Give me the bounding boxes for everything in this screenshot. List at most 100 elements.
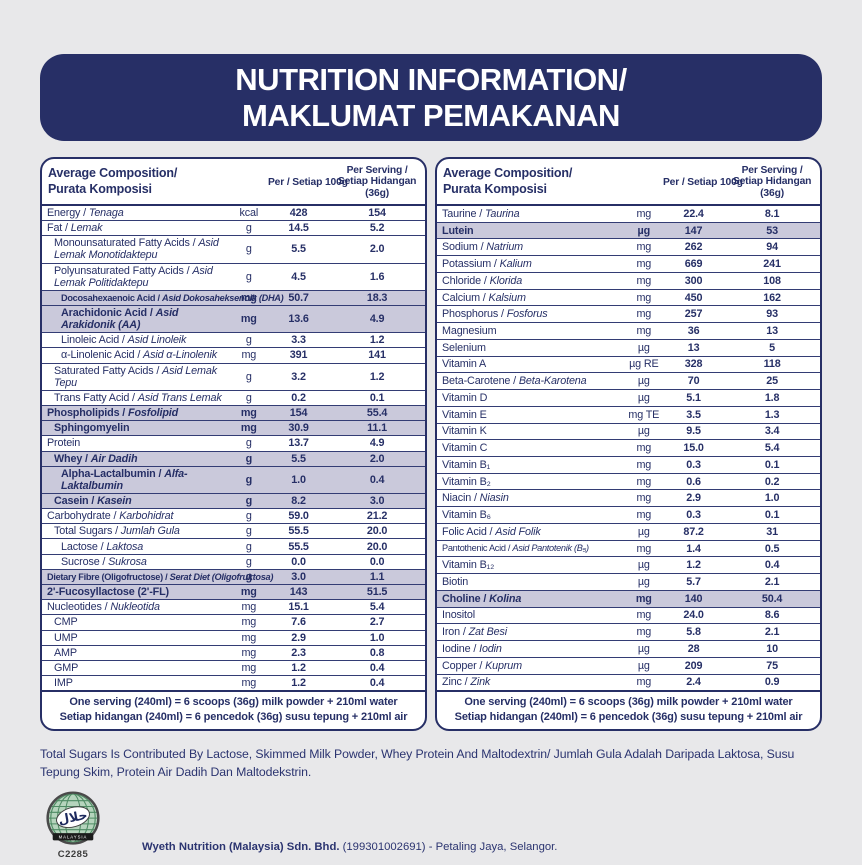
value-per-serving: 3.0 <box>369 495 385 508</box>
nutrient-unit: g <box>245 555 252 568</box>
nutrient-unit: µg <box>637 525 650 538</box>
value-per-100g: 13.6 <box>288 313 309 326</box>
nutrient-unit: µg <box>637 375 650 388</box>
nutrient-unit: mg <box>636 241 652 254</box>
table-row: Lactose / Laktosa g 55.5 20.0 <box>42 538 425 553</box>
nutrient-unit: mg <box>240 407 257 420</box>
value-per-serving: 51.5 <box>366 586 388 599</box>
table-header: Average Composition/ Purata Komposisi Pe… <box>42 159 425 206</box>
nutrient-unit: mg <box>636 258 652 271</box>
value-per-100g: 428 <box>289 207 308 220</box>
value-per-serving: 2.7 <box>369 616 385 629</box>
value-per-100g: 209 <box>684 659 703 672</box>
total-sugars-disclaimer: Total Sugars Is Contributed By Lactose, … <box>40 747 795 779</box>
nutrient-label: Fat / Lemak <box>47 222 103 235</box>
value-per-100g: 147 <box>684 224 703 237</box>
value-per-serving: 8.1 <box>764 207 780 220</box>
value-per-serving: 11.1 <box>367 422 387 435</box>
value-per-100g: 7.6 <box>291 616 306 629</box>
value-per-100g: 36 <box>687 324 700 337</box>
value-per-100g: 4.5 <box>291 270 306 283</box>
value-per-serving: 0.1 <box>764 509 780 522</box>
table-row: IMP mg 1.2 0.4 <box>42 675 425 690</box>
table-row: Inositol mg 24.0 8.6 <box>437 606 820 624</box>
table-row: Monounsaturated Fatty Acids / Asid Lemak… <box>42 235 425 262</box>
table-row: Biotin µg 5.7 2.1 <box>437 573 820 590</box>
nutrient-label: Sodium / Natrium <box>442 241 524 254</box>
table-row: Polyunsaturated Fatty Acids / Asid Lemak… <box>42 262 425 290</box>
table-row: Arachidonic Acid / Asid Arakidonik (AA) m… <box>42 305 425 333</box>
value-per-100g: 1.0 <box>291 473 306 486</box>
halal-arabic-text: حلال <box>57 808 88 827</box>
table-row: UMP mg 2.9 1.0 <box>42 629 425 645</box>
nutrient-unit: mg <box>241 631 257 644</box>
nutrient-unit: mg <box>241 677 257 690</box>
nutrient-label: Vitamin A <box>442 358 487 371</box>
nutrient-label: Copper / Kuprum <box>442 659 522 672</box>
value-per-serving: 0.4 <box>369 677 385 690</box>
value-per-100g: 28 <box>687 642 700 655</box>
nutrient-label: Nucleotides / Nukleotida <box>47 601 160 614</box>
nutrient-label: Beta-Carotene / Beta-Karotena <box>442 375 587 388</box>
nutrient-label: Carbohydrate / Karbohidrat <box>47 510 174 523</box>
value-per-100g: 87.2 <box>683 525 704 538</box>
value-per-100g: 450 <box>684 291 703 304</box>
nutrient-unit: mg <box>241 661 257 674</box>
value-per-serving: 5.4 <box>764 442 780 455</box>
value-per-serving: 2.0 <box>369 452 385 465</box>
table-row: Potassium / Kalium mg 669 241 <box>437 255 820 272</box>
nutrient-unit: mg <box>636 492 652 505</box>
table-row: Magnesium mg 36 13 <box>437 322 820 339</box>
value-per-serving: 0.1 <box>369 391 385 404</box>
nutrient-label: IMP <box>54 677 73 690</box>
nutrient-label: Vitamin D <box>442 391 488 404</box>
table-row: Vitamin B₆ mg 0.3 0.1 <box>437 506 820 523</box>
value-per-100g: 391 <box>289 349 308 362</box>
halal-band-text: MALAYSIA <box>59 834 88 839</box>
value-per-serving: 0.2 <box>764 475 780 488</box>
nutrient-unit: mg <box>241 349 257 362</box>
value-per-serving: 0.1 <box>764 458 780 471</box>
value-per-serving: 0.5 <box>764 542 780 555</box>
title-line-2: MAKLUMAT PEMAKANAN <box>242 97 620 133</box>
value-per-100g: 300 <box>684 274 703 287</box>
nutrient-label: Vitamin B₁ <box>442 458 491 471</box>
table-row: GMP mg 1.2 0.4 <box>42 659 425 675</box>
nutrient-unit: g <box>245 452 253 465</box>
nutrient-label: Magnesium <box>442 324 497 337</box>
value-per-100g: 0.0 <box>291 555 306 568</box>
table-row: Alpha-Lactalbumin / Alfa-Laktalbumin g 1.0… <box>42 465 425 493</box>
nutrient-label: α-Linolenic Acid / Asid α-Linolenik <box>61 349 218 362</box>
value-per-serving: 50.4 <box>761 592 783 605</box>
table-row: Sucrose / Sukrosa g 0.0 0.0 <box>42 553 425 569</box>
nutrient-label: Selenium <box>442 341 486 354</box>
column-header-composition: Average Composition/ Purata Komposisi <box>443 166 573 196</box>
value-per-100g: 2.4 <box>686 676 701 689</box>
table-header: Average Composition/ Purata Komposisi Pe… <box>437 159 820 206</box>
nutrient-label: Monounsaturated Fatty Acids / Asid Lemak… <box>54 237 219 262</box>
nutrient-unit: µg <box>637 559 650 572</box>
table-row: Vitamin A µg RE 328 118 <box>437 355 820 373</box>
value-per-100g: 50.7 <box>288 291 309 304</box>
company-name: Wyeth Nutrition (Malaysia) Sdn. Bhd. <box>142 840 340 853</box>
value-per-serving: 10 <box>766 642 778 655</box>
nutrient-unit: mg <box>240 422 257 435</box>
nutrient-label: Docosahexaenoic Acid / Asid Dokosaheksen… <box>61 292 284 303</box>
nutrient-label: Vitamin B₁₂ <box>442 559 495 572</box>
nutrient-unit: mg <box>240 586 257 599</box>
value-per-serving: 241 <box>763 258 781 271</box>
nutrient-label: Dietary Fibre (Oligofructose) / Serat Di… <box>47 571 274 582</box>
table-row: Total Sugars / Jumlah Gula g 55.5 20.0 <box>42 523 425 538</box>
table-row: Docosahexaenoic Acid / Asid Dokosaheksen… <box>42 289 425 306</box>
value-per-100g: 70 <box>687 375 700 388</box>
nutrient-label: Calcium / Kalsium <box>442 291 526 304</box>
value-per-100g: 13.7 <box>288 437 309 450</box>
table-row: Carbohydrate / Karbohidrat g 59.0 21.2 <box>42 508 425 523</box>
nutrient-label: Vitamin K <box>442 425 487 438</box>
nutrient-label: Lactose / Laktosa <box>61 540 144 553</box>
table-row: Vitamin B₁ mg 0.3 0.1 <box>437 456 820 473</box>
table-row: Protein g 13.7 4.9 <box>42 435 425 450</box>
serving-note: One serving (240ml) = 6 scoops (36g) mil… <box>42 690 425 729</box>
table-row: Calcium / Kalsium mg 450 162 <box>437 288 820 306</box>
